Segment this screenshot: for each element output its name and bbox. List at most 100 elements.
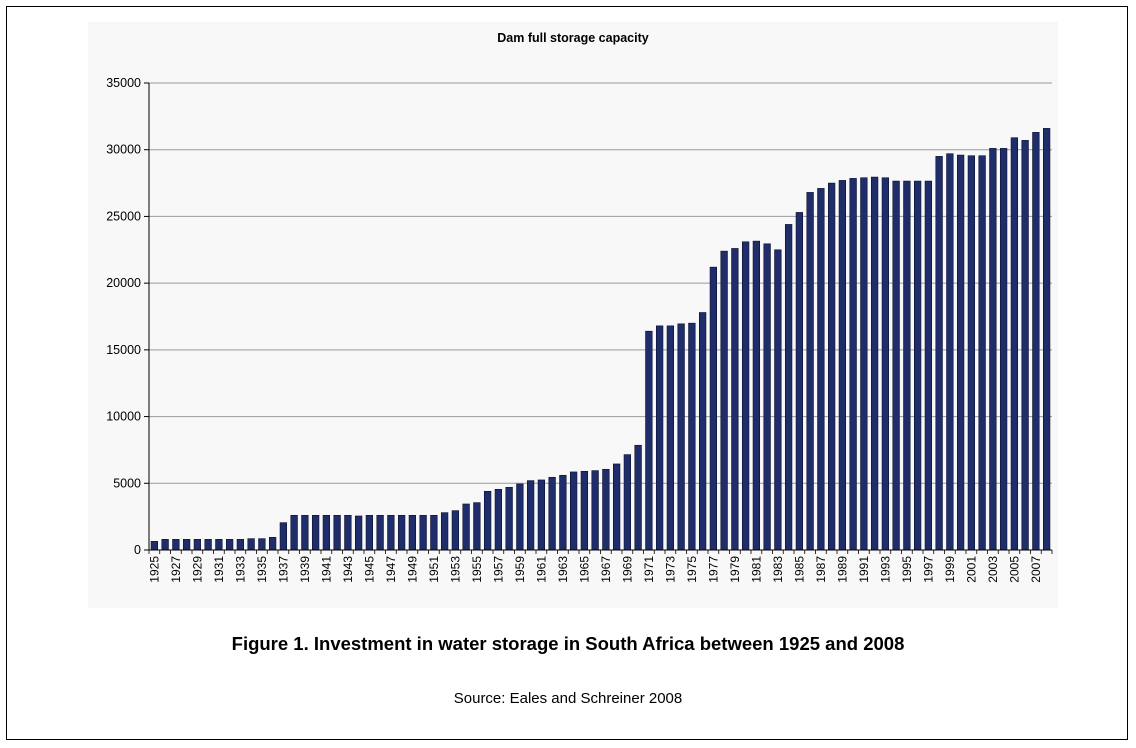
- bar: [709, 266, 718, 551]
- bar: [505, 486, 513, 551]
- bar: [247, 538, 255, 551]
- x-tick-label: 1983: [771, 556, 785, 583]
- chart-title: Dam full storage capacity: [497, 31, 648, 45]
- bar: [623, 454, 632, 551]
- x-tick-label: 1999: [943, 556, 957, 583]
- x-tick-label: 1985: [792, 556, 806, 583]
- x-tick-label: 1949: [405, 556, 419, 583]
- x-tick-label: 2001: [964, 556, 978, 583]
- bar: [430, 515, 438, 551]
- bar: [967, 155, 976, 551]
- bar: [172, 539, 180, 551]
- bar: [580, 470, 589, 551]
- bar: [731, 248, 739, 551]
- bar: [903, 180, 911, 551]
- x-tick-label: 1989: [835, 556, 849, 583]
- x-tick-label: 1971: [642, 556, 656, 583]
- x-tick-label: 1995: [900, 556, 914, 583]
- y-tick-label: 15000: [106, 343, 141, 357]
- bar: [344, 515, 352, 551]
- bar: [204, 539, 212, 551]
- bar: [978, 155, 986, 551]
- x-tick-label: 1925: [147, 556, 161, 583]
- x-tick-label: 1987: [814, 556, 828, 583]
- bar: [333, 515, 341, 551]
- bar: [999, 148, 1008, 551]
- bar: [806, 192, 814, 551]
- x-tick-label: 1967: [599, 556, 613, 583]
- chart-area: Dam full storage capacity 0 5000 10000 1500…: [88, 22, 1058, 608]
- x-tick-label: 1941: [319, 556, 333, 583]
- bars: [150, 128, 1051, 551]
- bar: [741, 241, 750, 551]
- bar: [537, 479, 546, 551]
- y-tick-label: 10000: [106, 410, 141, 424]
- x-tick-label: 1975: [685, 556, 699, 583]
- bar: [634, 444, 642, 551]
- bar: [1032, 132, 1040, 551]
- bar: [526, 480, 535, 551]
- bar: [258, 538, 266, 551]
- bar: [279, 522, 288, 551]
- bar: [602, 468, 610, 551]
- bar: [752, 240, 761, 551]
- bar: [419, 515, 427, 551]
- figure-source: Source: Eales and Schreiner 2008: [453, 690, 683, 707]
- y-axis-ticks: 0 5000 10000 15000 20000 25000 30000 35000: [106, 76, 149, 557]
- bar: [956, 154, 965, 551]
- x-tick-label: 2005: [1007, 556, 1021, 583]
- bar: [408, 515, 417, 551]
- figure-caption: Figure 1. Investment in water storage in…: [231, 633, 905, 654]
- bar: [817, 188, 825, 551]
- bar: [645, 330, 653, 551]
- y-tick-label: 20000: [106, 276, 141, 290]
- bar: [516, 483, 524, 551]
- bar: [795, 212, 804, 551]
- bar: [559, 474, 567, 551]
- bar: [612, 463, 621, 551]
- y-tick-label: 5000: [113, 476, 141, 490]
- x-tick-label: 2003: [986, 556, 1000, 583]
- x-tick-label: 1965: [577, 556, 591, 583]
- x-tick-label: 1981: [749, 556, 763, 583]
- x-tick-label: 1977: [706, 556, 720, 583]
- x-tick-label: 1931: [212, 556, 226, 583]
- x-tick-label: 1997: [921, 556, 935, 583]
- bar: [946, 153, 954, 551]
- x-tick-label: 1979: [728, 556, 742, 583]
- bar: [688, 322, 696, 551]
- gridlines: [149, 82, 1052, 484]
- bar: [720, 250, 728, 551]
- x-tick-label: 2007: [1029, 556, 1043, 583]
- bar: [666, 325, 675, 551]
- bar: [397, 515, 406, 551]
- bar: [365, 515, 374, 551]
- bar-chart: Dam full storage capacity 0 5000 10000 1500…: [106, 31, 1053, 583]
- bar: [1042, 128, 1051, 551]
- bar: [161, 539, 169, 551]
- bar: [548, 476, 556, 551]
- x-tick-label: 1973: [663, 556, 677, 583]
- bar: [236, 539, 245, 551]
- bar: [1010, 137, 1019, 551]
- y-tick-label: 30000: [106, 143, 141, 157]
- bar: [322, 515, 331, 551]
- bar: [182, 539, 191, 551]
- bar: [451, 510, 460, 551]
- x-tick-label: 1955: [470, 556, 484, 583]
- x-tick-label: 1963: [556, 556, 570, 583]
- bar: [225, 539, 234, 551]
- bar: [827, 182, 836, 551]
- x-tick-label: 1939: [298, 556, 312, 583]
- bar: [150, 541, 159, 551]
- x-tick-label: 1947: [384, 556, 398, 583]
- x-tick-label: 1943: [341, 556, 355, 583]
- bar: [494, 488, 503, 551]
- x-tick-label: 1993: [878, 556, 892, 583]
- bar: [838, 180, 847, 551]
- bar: [989, 148, 997, 551]
- bar: [913, 180, 922, 551]
- bar: [860, 177, 868, 551]
- y-tick-label: 35000: [106, 76, 141, 90]
- x-tick-label: 1969: [620, 556, 634, 583]
